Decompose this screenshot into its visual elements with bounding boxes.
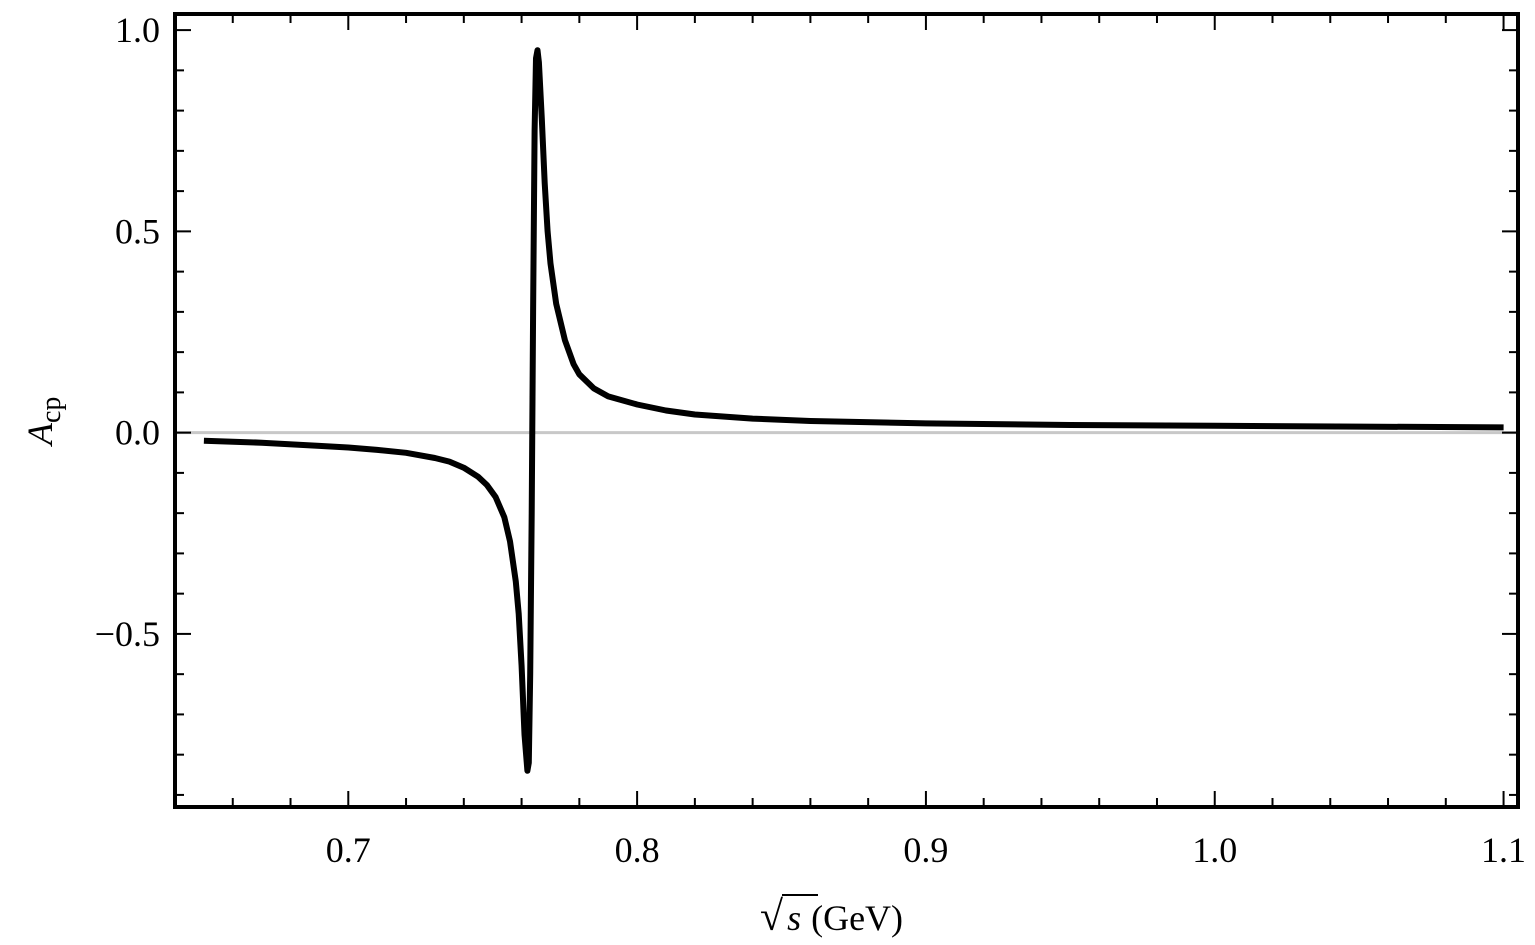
y-tick-label: −0.5 xyxy=(95,614,160,654)
y-axis-title: Acp xyxy=(20,397,67,447)
y-axis-title-subscript: cp xyxy=(36,397,67,423)
x-tick-label: 0.7 xyxy=(326,830,371,870)
x-tick-label: 0.9 xyxy=(903,830,948,870)
plot-frame xyxy=(173,12,1520,809)
y-tick-label: 1.0 xyxy=(115,10,160,50)
x-tick-labels: 0.7 0.8 0.9 1.0 1.1 xyxy=(326,830,1526,870)
y-tick-label: 0.0 xyxy=(115,413,160,453)
series-line xyxy=(203,47,1504,774)
x-tick-label: 1.1 xyxy=(1481,830,1526,870)
y-axis-title-main: A xyxy=(20,422,60,447)
x-tick-label: 1.0 xyxy=(1192,830,1237,870)
x-axis-title-root-sign: √ xyxy=(760,894,784,940)
x-axis-title-unit: (GeV) xyxy=(811,898,903,938)
y-tick-label: 0.5 xyxy=(115,211,160,251)
y-tick-labels: −0.5 0.0 0.5 1.0 xyxy=(95,10,160,654)
x-axis-title: √ s (GeV) xyxy=(760,894,903,940)
plot-background xyxy=(175,14,1518,807)
x-tick-label: 0.8 xyxy=(615,830,660,870)
x-axis-title-variable: s xyxy=(787,898,801,938)
